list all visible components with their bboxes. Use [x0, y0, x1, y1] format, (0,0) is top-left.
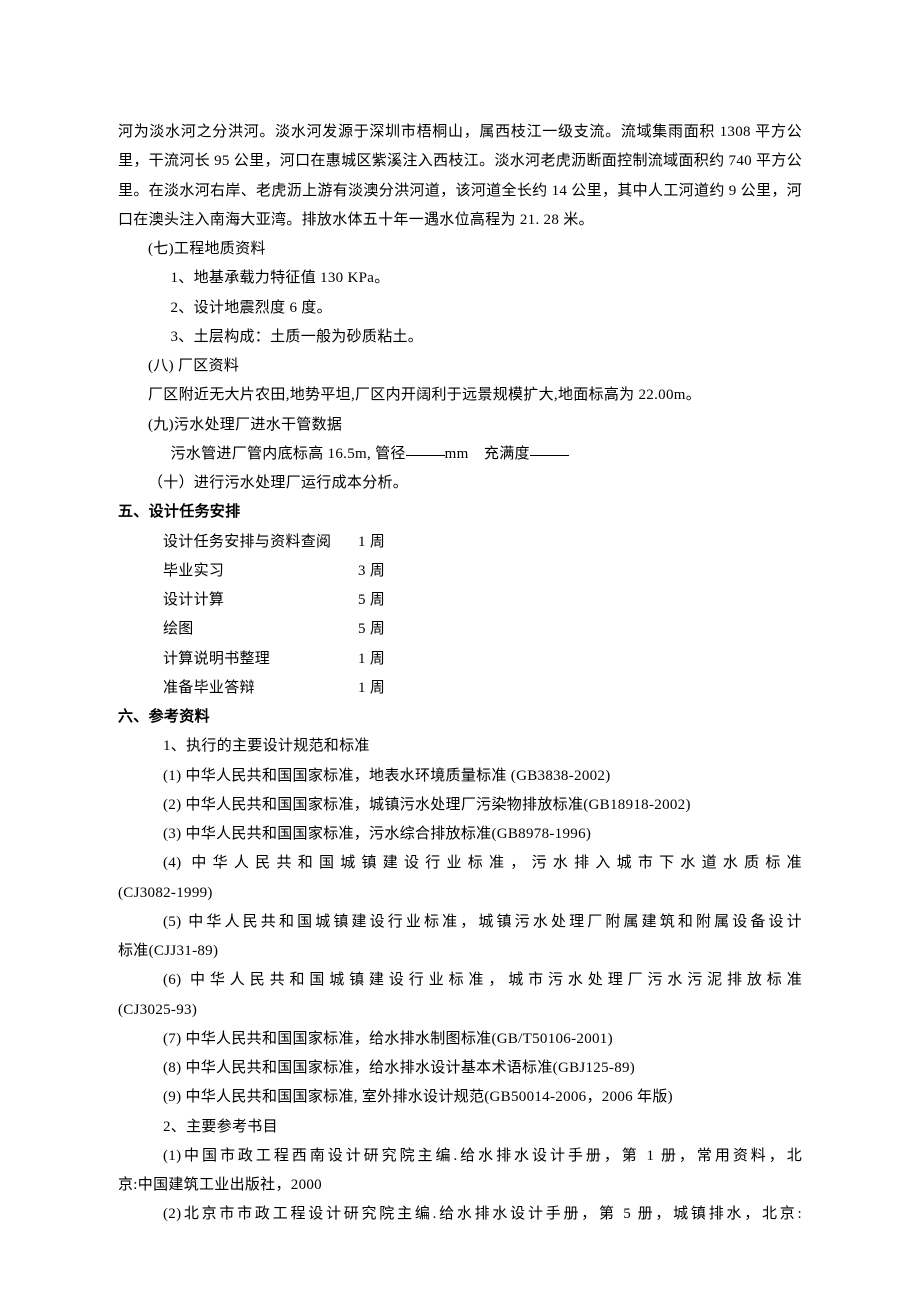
schedule-task: 准备毕业答辩 — [163, 674, 358, 703]
section-7-item-1: 1、地基承载力特征值 130 KPa。 — [118, 264, 802, 293]
book-item-1-line1: (1)中国市政工程西南设计研究院主编.给水排水设计手册，第 1 册，常用资料，北 — [118, 1142, 802, 1171]
standard-item: (3) 中华人民共和国国家标准，污水综合排放标准(GB8978-1996) — [118, 820, 802, 849]
standard-text: (6) 中华人民共和国城镇建设行业标准，城市污水处理厂污水污泥排放标准 — [163, 972, 802, 988]
schedule-duration: 1 周 — [358, 645, 418, 674]
document-page: 河为淡水河之分洪河。淡水河发源于深圳市梧桐山，属西枝江一级支流。流域集雨面积 1… — [0, 0, 920, 1302]
section-7-item-3: 3、土层构成：土质一般为砂质粘土。 — [118, 323, 802, 352]
schedule-task: 绘图 — [163, 615, 358, 644]
schedule-duration: 1 周 — [358, 528, 418, 557]
standard-item-5-line2: 标准(CJJ31-89) — [118, 937, 802, 966]
body-text: 河为淡水河之分洪河。淡水河发源于深圳市梧桐山，属西枝江一级支流。流域集雨面积 1… — [118, 124, 802, 228]
schedule-row: 计算说明书整理 1 周 — [118, 645, 802, 674]
section-6-heading: 六、参考资料 — [118, 703, 802, 732]
schedule-row: 毕业实习 3 周 — [118, 557, 802, 586]
schedule-duration: 5 周 — [358, 586, 418, 615]
section-9-text: 污水管进厂管内底标高 16.5m, 管径 mm 充满度 — [118, 440, 802, 469]
standard-text: (4) 中华人民共和国城镇建设行业标准，污水排入城市下水道水质标准 — [163, 855, 802, 871]
section-7-title: (七)工程地质资料 — [118, 235, 802, 264]
schedule-task: 毕业实习 — [163, 557, 358, 586]
section-9-text-pre: 污水管进厂管内底标高 16.5m, 管径 — [171, 446, 406, 462]
section-8-text: 厂区附近无大片农田,地势平坦,厂区内开阔利于远景规模扩大,地面标高为 22.00… — [118, 381, 802, 410]
blank-pipe-diameter — [406, 455, 445, 456]
standard-item-4-line2: (CJ3082-1999) — [118, 879, 802, 908]
body-paragraph-top: 河为淡水河之分洪河。淡水河发源于深圳市梧桐山，属西枝江一级支流。流域集雨面积 1… — [118, 118, 802, 235]
standard-item-6-line1: (6) 中华人民共和国城镇建设行业标准，城市污水处理厂污水污泥排放标准 — [118, 966, 802, 995]
section-7-item-2: 2、设计地震烈度 6 度。 — [118, 294, 802, 323]
section-9-title: (九)污水处理厂进水干管数据 — [118, 411, 802, 440]
schedule-task: 设计计算 — [163, 586, 358, 615]
section-10-title: （十）进行污水处理厂运行成本分析。 — [118, 469, 802, 498]
schedule-duration: 1 周 — [358, 674, 418, 703]
standard-item-5-line1: (5) 中华人民共和国城镇建设行业标准，城镇污水处理厂附属建筑和附属设备设计 — [118, 908, 802, 937]
schedule-row: 设计计算 5 周 — [118, 586, 802, 615]
standard-text: (5) 中华人民共和国城镇建设行业标准，城镇污水处理厂附属建筑和附属设备设计 — [163, 914, 802, 930]
schedule-row: 设计任务安排与资料查阅 1 周 — [118, 528, 802, 557]
section-5-heading: 五、设计任务安排 — [118, 498, 802, 527]
schedule-row: 准备毕业答辩 1 周 — [118, 674, 802, 703]
standard-item: (9) 中华人民共和国国家标准, 室外排水设计规范(GB50014-2006，2… — [118, 1083, 802, 1112]
book-item-1-line2: 京:中国建筑工业出版社，2000 — [118, 1171, 802, 1200]
schedule-duration: 3 周 — [358, 557, 418, 586]
blank-fill-ratio — [530, 455, 569, 456]
section-8-title: (八) 厂区资料 — [118, 352, 802, 381]
schedule-task: 计算说明书整理 — [163, 645, 358, 674]
standard-item-4-line1: (4) 中华人民共和国城镇建设行业标准，污水排入城市下水道水质标准 — [118, 849, 802, 878]
refs-subheading-1: 1、执行的主要设计规范和标准 — [118, 732, 802, 761]
standard-item-6-line2: (CJ3025-93) — [118, 996, 802, 1025]
section-9-text-mid: mm 充满度 — [445, 446, 530, 462]
standard-item: (2) 中华人民共和国国家标准，城镇污水处理厂污染物排放标准(GB18918-2… — [118, 791, 802, 820]
book-item-2: (2)北京市市政工程设计研究院主编.给水排水设计手册，第 5 册，城镇排水，北京… — [118, 1200, 802, 1229]
book-text: (1)中国市政工程西南设计研究院主编.给水排水设计手册，第 1 册，常用资料，北 — [163, 1148, 802, 1164]
schedule-duration: 5 周 — [358, 615, 418, 644]
refs-subheading-2: 2、主要参考书目 — [118, 1113, 802, 1142]
schedule-task: 设计任务安排与资料查阅 — [163, 528, 358, 557]
standard-item: (7) 中华人民共和国国家标准，给水排水制图标准(GB/T50106-2001) — [118, 1025, 802, 1054]
standard-item: (1) 中华人民共和国国家标准，地表水环境质量标准 (GB3838-2002) — [118, 762, 802, 791]
standard-item: (8) 中华人民共和国国家标准，给水排水设计基本术语标准(GBJ125-89) — [118, 1054, 802, 1083]
schedule-row: 绘图 5 周 — [118, 615, 802, 644]
